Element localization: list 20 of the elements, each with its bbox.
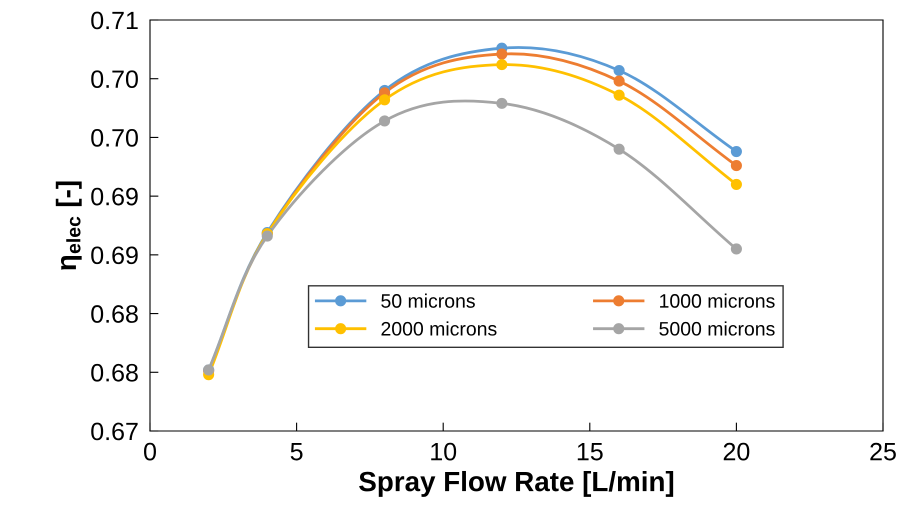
y-tick-label: 0.70 [91,129,138,147]
y-tick-label: 0.69 [91,188,138,206]
x-tick-label: 0 [144,442,156,460]
y-tick-label: 0.69 [91,246,138,264]
x-tick-label: 15 [578,443,603,460]
y-tick-label: 0.70 [91,70,138,88]
x-tick-label: 10 [431,442,456,460]
y-tick-label: 0.68 [91,364,138,382]
y-tick-label: 0.68 [91,305,138,323]
x-tick-label: 5 [290,443,303,460]
x-axis-title: Spray Flow Rate [L/min] [359,470,674,497]
y-axis-title: η$_{elec}$ [-] [56,181,82,270]
y-tick-label: 0.67 [91,422,138,440]
legend-label: 50 microns [381,294,475,308]
legend-label: 5000 microns [659,321,775,336]
y-tick-label: 0.71 [91,12,138,30]
x-tick-label: 20 [724,442,750,460]
legend-label: 2000 microns [381,321,497,336]
x-tick-label: 25 [870,442,896,460]
legend-label: 1000 microns [660,294,775,308]
